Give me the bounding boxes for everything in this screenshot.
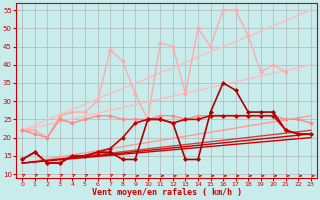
X-axis label: Vent moyen/en rafales ( km/h ): Vent moyen/en rafales ( km/h ) — [92, 188, 242, 197]
